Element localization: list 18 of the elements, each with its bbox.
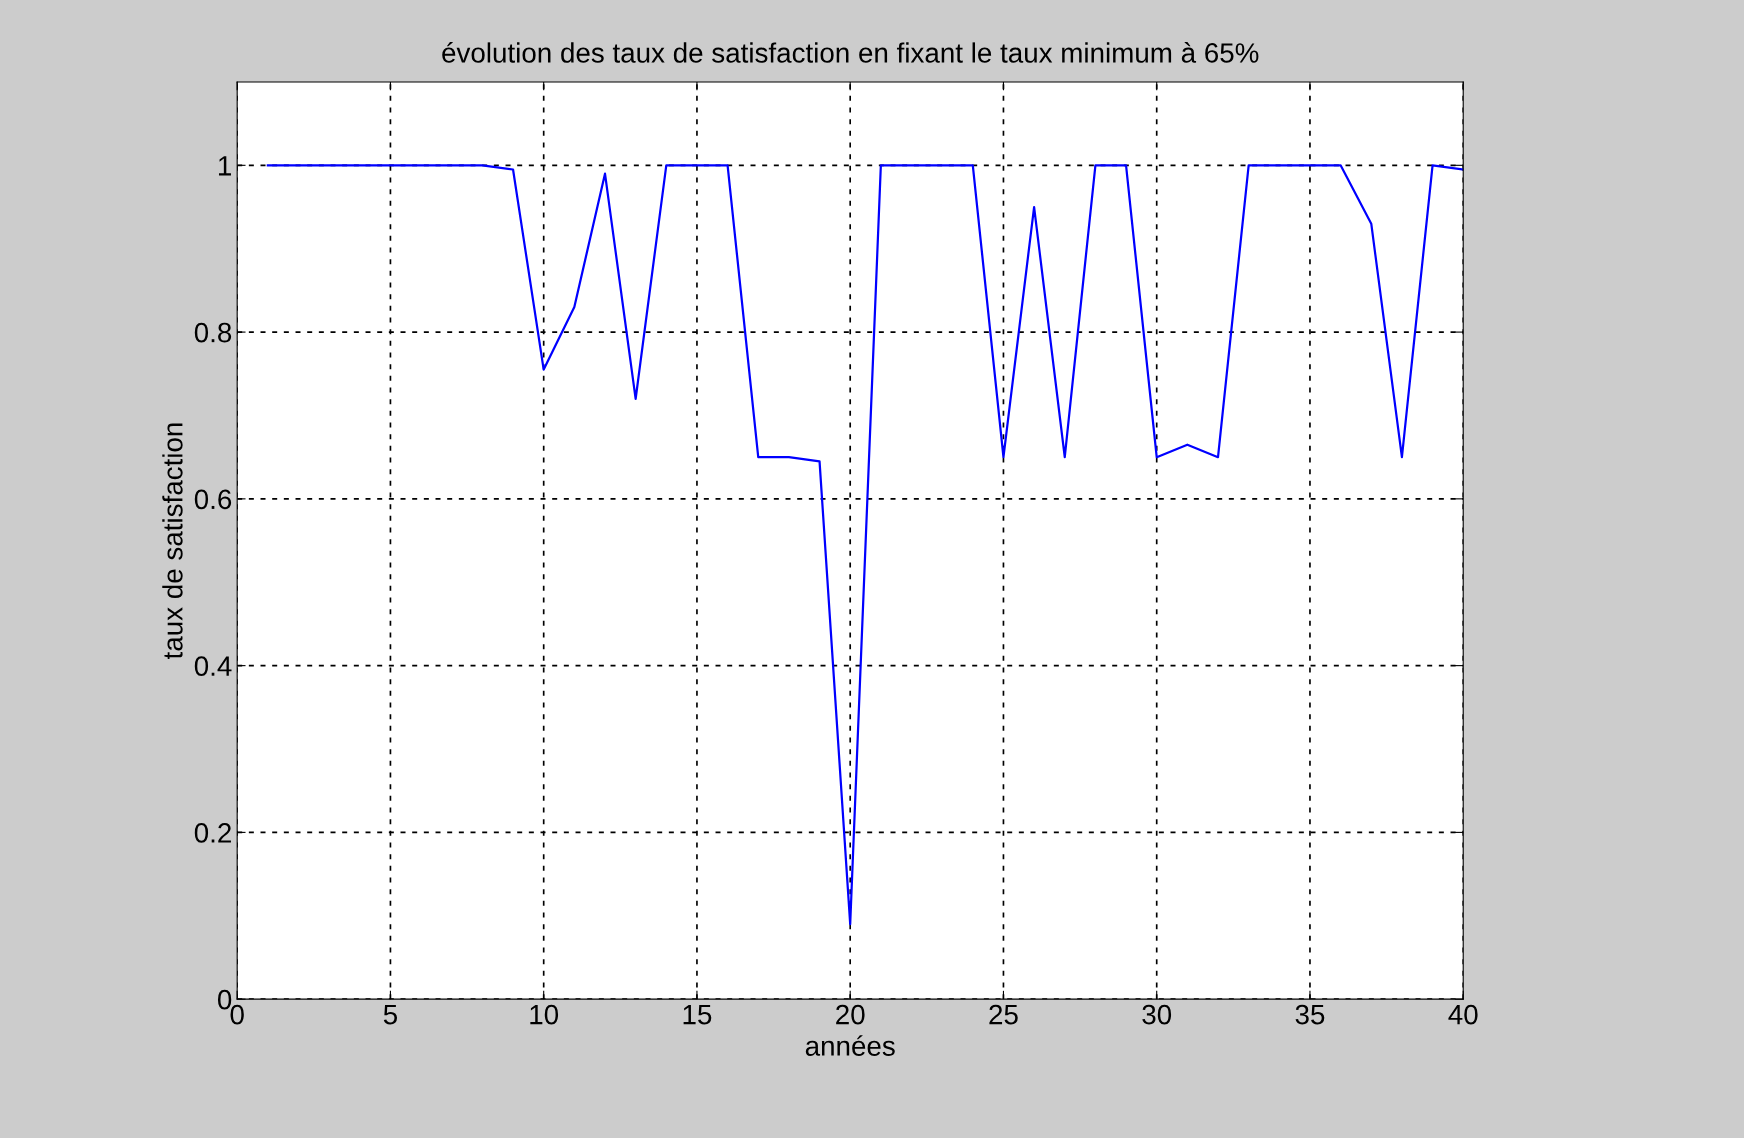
x-tick-label: 25 (989, 1004, 1018, 1025)
y-tick-label: 0.8 (194, 322, 232, 343)
x-tick-label: 35 (1295, 1004, 1325, 1025)
x-tick-label: 5 (383, 1005, 397, 1025)
line-series (266, 164, 1464, 926)
y-tick-label: 0.6 (194, 489, 232, 510)
y-axis-title: taux de satisfaction (162, 423, 183, 660)
x-tick-label: 40 (1448, 1004, 1478, 1025)
x-tick-label: 15 (683, 1005, 712, 1025)
x-tick-label: 20 (836, 1004, 865, 1025)
y-tick-label: 1 (218, 156, 231, 176)
y-tick-label: 0 (217, 989, 232, 1010)
y-tick-label: 0.4 (194, 656, 232, 676)
x-tick-label: 30 (1142, 1004, 1172, 1025)
x-tick-label: 10 (530, 1004, 559, 1025)
chart-title: évolution des taux de satisfaction en fixant le taux minimum à 65% (442, 42, 1259, 63)
x-axis-title: années (805, 1035, 895, 1056)
y-tick-label: 0.2 (194, 823, 231, 843)
